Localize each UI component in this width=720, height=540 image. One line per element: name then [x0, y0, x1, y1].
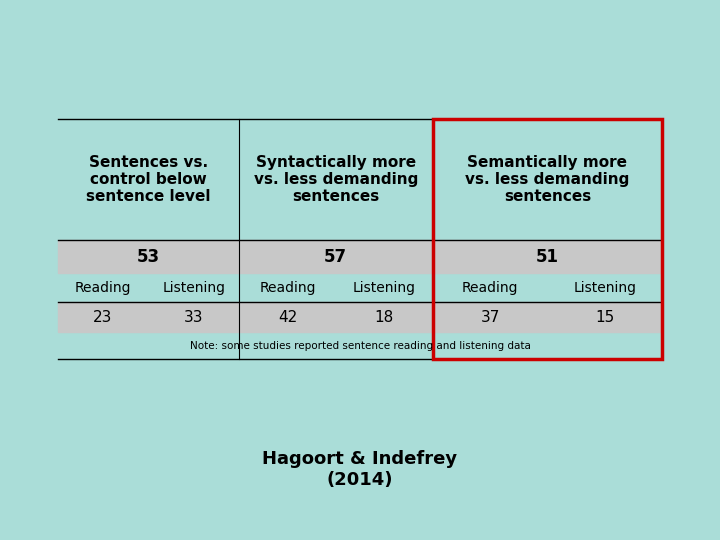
Text: 33: 33	[184, 310, 204, 325]
Text: 15: 15	[595, 310, 615, 325]
Text: Sentences vs.
control below
sentence level: Sentences vs. control below sentence lev…	[86, 154, 210, 205]
Text: 23: 23	[94, 310, 112, 325]
Text: Listening: Listening	[353, 281, 415, 294]
Text: 53: 53	[137, 247, 160, 266]
Text: Listening: Listening	[162, 281, 225, 294]
Text: Reading: Reading	[75, 281, 131, 294]
Bar	[239, 302, 433, 332]
Bar	[433, 240, 662, 273]
Bar	[239, 240, 433, 273]
Bar	[58, 240, 239, 273]
Text: Note: some studies reported sentence reading and listening data: Note: some studies reported sentence rea…	[189, 341, 531, 350]
Text: 51: 51	[536, 247, 559, 266]
Text: Listening: Listening	[573, 281, 636, 294]
Text: Hagoort & Indefrey
(2014): Hagoort & Indefrey (2014)	[262, 450, 458, 489]
Text: Syntactically more
vs. less demanding
sentences: Syntactically more vs. less demanding se…	[253, 154, 418, 205]
Text: 57: 57	[324, 247, 347, 266]
Text: 37: 37	[480, 310, 500, 325]
Text: 18: 18	[374, 310, 394, 325]
Bar	[433, 302, 662, 332]
Text: Semantically more
vs. less demanding
sentences: Semantically more vs. less demanding sen…	[465, 154, 630, 205]
Text: Reading: Reading	[259, 281, 315, 294]
Text: Reading: Reading	[462, 281, 518, 294]
Bar	[58, 302, 239, 332]
Text: 42: 42	[278, 310, 297, 325]
